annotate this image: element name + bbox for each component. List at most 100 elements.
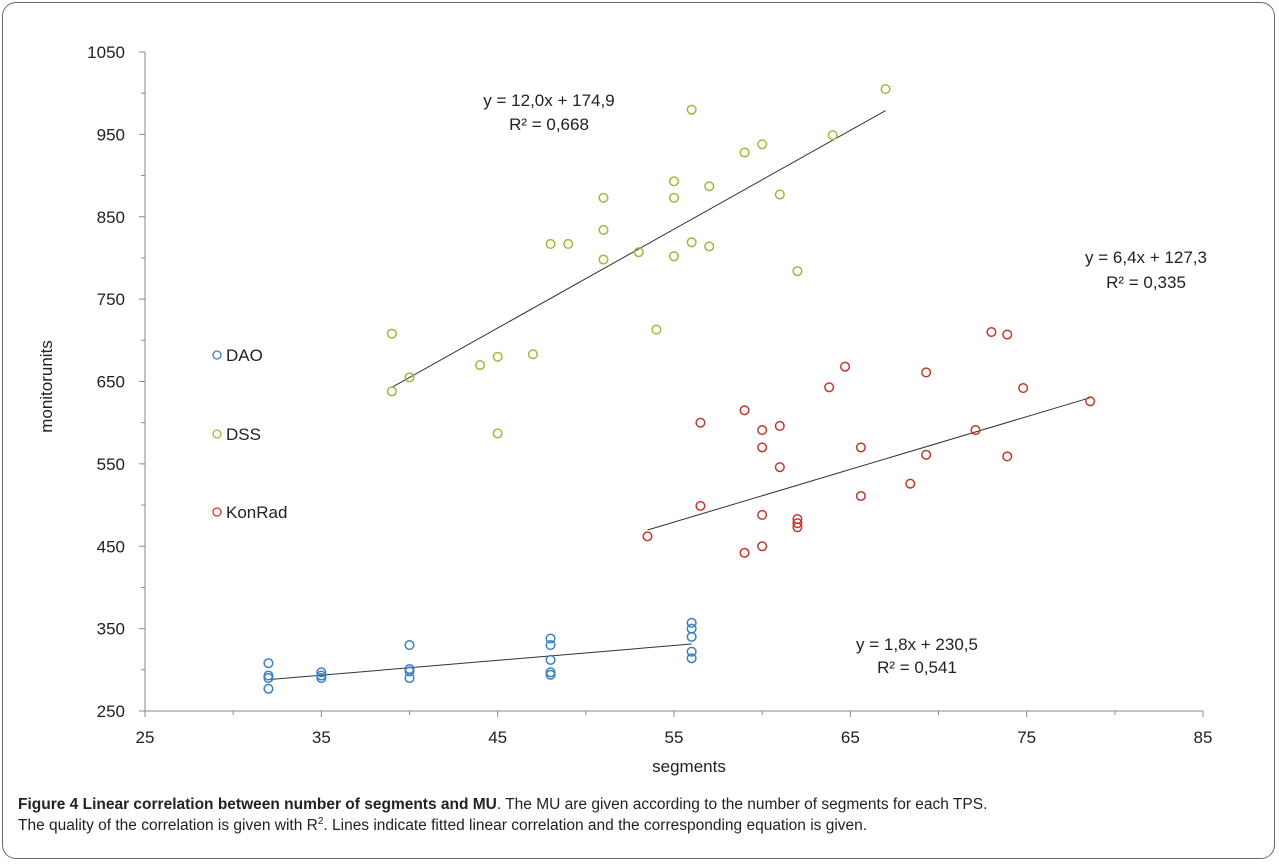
data-point-dss bbox=[774, 189, 785, 200]
data-point-dao bbox=[545, 640, 556, 651]
legend-marker-dss bbox=[212, 429, 222, 439]
y-tick-label: 650 bbox=[97, 373, 125, 392]
data-point-dss bbox=[527, 349, 538, 360]
x-tick-label: 45 bbox=[488, 728, 507, 747]
fit-r2-dss: R² = 0,668 bbox=[509, 115, 589, 134]
data-point-konrad bbox=[855, 442, 866, 453]
data-point-dao bbox=[263, 683, 274, 694]
fit-equation-dss: y = 12,0x + 174,9 bbox=[483, 91, 614, 110]
data-point-dao bbox=[404, 673, 415, 684]
data-point-konrad bbox=[824, 382, 835, 393]
data-point-dao bbox=[263, 673, 274, 684]
y-tick-label: 450 bbox=[97, 537, 125, 556]
fit-r2-konrad: R² = 0,335 bbox=[1106, 273, 1186, 292]
data-point-dss bbox=[668, 176, 680, 187]
x-tick-label: 25 bbox=[136, 728, 155, 747]
data-point-konrad bbox=[1018, 383, 1029, 394]
data-point-konrad bbox=[695, 417, 706, 428]
data-point-dss bbox=[492, 351, 503, 362]
fit-lines bbox=[268, 110, 1091, 681]
data-point-konrad bbox=[774, 462, 785, 473]
data-point-dss bbox=[827, 130, 838, 141]
data-point-konrad bbox=[839, 361, 851, 372]
data-point-dao bbox=[404, 666, 415, 677]
fit-r2-dao: R² = 0,541 bbox=[877, 658, 957, 677]
data-point-dao bbox=[263, 658, 274, 669]
scatter-chart: 250 350 450 550 650 750 850 950 1050 25 35 45 55 65 75… bbox=[37, 43, 1213, 776]
fit-equation-konrad: y = 6,4x + 127,3 bbox=[1085, 248, 1207, 267]
data-point-konrad bbox=[921, 367, 932, 378]
y-tick-label: 550 bbox=[97, 455, 125, 474]
caption-title: Figure 4 Linear correlation between numb… bbox=[18, 796, 497, 813]
data-point-konrad bbox=[774, 420, 785, 432]
data-point-dss bbox=[598, 192, 609, 203]
data-point-dss bbox=[404, 372, 415, 383]
caption-sup: 2 bbox=[317, 815, 324, 827]
data-point-konrad bbox=[757, 425, 768, 436]
data-point-dao bbox=[545, 633, 556, 644]
data-point-dss bbox=[704, 241, 715, 252]
data-point-dss bbox=[598, 224, 609, 235]
data-point-konrad bbox=[757, 541, 768, 552]
data-point-dss bbox=[686, 104, 697, 115]
data-point-dss bbox=[386, 328, 397, 339]
data-point-dao bbox=[686, 653, 697, 664]
data-point-dao bbox=[686, 631, 697, 642]
data-point-konrad bbox=[739, 405, 750, 416]
data-point-dss bbox=[563, 238, 574, 249]
x-tick-label: 65 bbox=[841, 728, 860, 747]
y-tick-label: 1050 bbox=[87, 43, 125, 62]
caption-text-2b: . Lines indicate fitted linear correlati… bbox=[323, 817, 868, 834]
y-tick-label: 250 bbox=[97, 702, 125, 721]
data-point-dss bbox=[633, 247, 644, 258]
fit-equations: y = 1,8x + 230,5 R² = 0,541 y = 12,0x + 17… bbox=[483, 91, 1207, 677]
data-point-konrad bbox=[921, 449, 932, 460]
x-tick-label: 85 bbox=[1194, 728, 1213, 747]
data-point-dao bbox=[316, 673, 327, 684]
legend-label-dao: DAO bbox=[226, 346, 263, 365]
data-point-dss bbox=[792, 266, 803, 277]
data-point-dss bbox=[545, 238, 556, 249]
fit-line-dao bbox=[268, 643, 692, 681]
data-point-konrad bbox=[986, 327, 997, 338]
data-point-konrad bbox=[642, 531, 653, 542]
data-point-konrad bbox=[1085, 396, 1096, 407]
data-point-konrad bbox=[855, 490, 866, 502]
data-point-konrad bbox=[757, 442, 768, 453]
caption-text-1: . The MU are given according to the numb… bbox=[496, 796, 988, 813]
data-point-konrad bbox=[792, 518, 803, 529]
data-point-konrad bbox=[1002, 451, 1013, 462]
fit-line-konrad bbox=[647, 397, 1091, 531]
data-point-dss bbox=[704, 181, 715, 192]
data-point-dao bbox=[686, 646, 697, 657]
fit-equation-dao: y = 1,8x + 230,5 bbox=[856, 635, 978, 654]
data-point-dao bbox=[686, 623, 697, 634]
data-point-dao bbox=[316, 667, 327, 678]
data-point-dss bbox=[757, 139, 768, 150]
data-point-konrad bbox=[739, 547, 750, 558]
legend-label-dss: DSS bbox=[226, 425, 261, 444]
legend-marker-dao bbox=[212, 350, 222, 360]
data-point-dss bbox=[880, 84, 891, 95]
caption-text-2a: The quality of the correlation is given … bbox=[18, 817, 318, 834]
data-point-dao bbox=[545, 669, 556, 680]
data-point-dss bbox=[474, 359, 486, 371]
x-tick-label: 75 bbox=[1017, 728, 1036, 747]
y-tick-label: 750 bbox=[97, 290, 125, 309]
data-point-konrad bbox=[905, 478, 916, 489]
data-point-dao bbox=[545, 654, 556, 665]
data-point-konrad bbox=[695, 500, 706, 511]
data-points bbox=[263, 84, 1096, 694]
x-tick-label: 35 bbox=[312, 728, 331, 747]
data-point-dss bbox=[598, 254, 609, 265]
data-point-dao bbox=[404, 640, 415, 651]
data-point-dss bbox=[686, 237, 697, 248]
data-point-dss bbox=[651, 324, 662, 335]
data-point-dss bbox=[492, 428, 503, 439]
data-point-dss bbox=[668, 251, 680, 262]
data-point-konrad bbox=[1002, 329, 1013, 340]
figure-caption: Figure 4 Linear correlation between numb… bbox=[18, 794, 1263, 836]
legend: DAO DSS KonRad bbox=[212, 346, 287, 522]
y-tick-label: 850 bbox=[97, 208, 125, 227]
data-point-konrad bbox=[757, 509, 768, 520]
